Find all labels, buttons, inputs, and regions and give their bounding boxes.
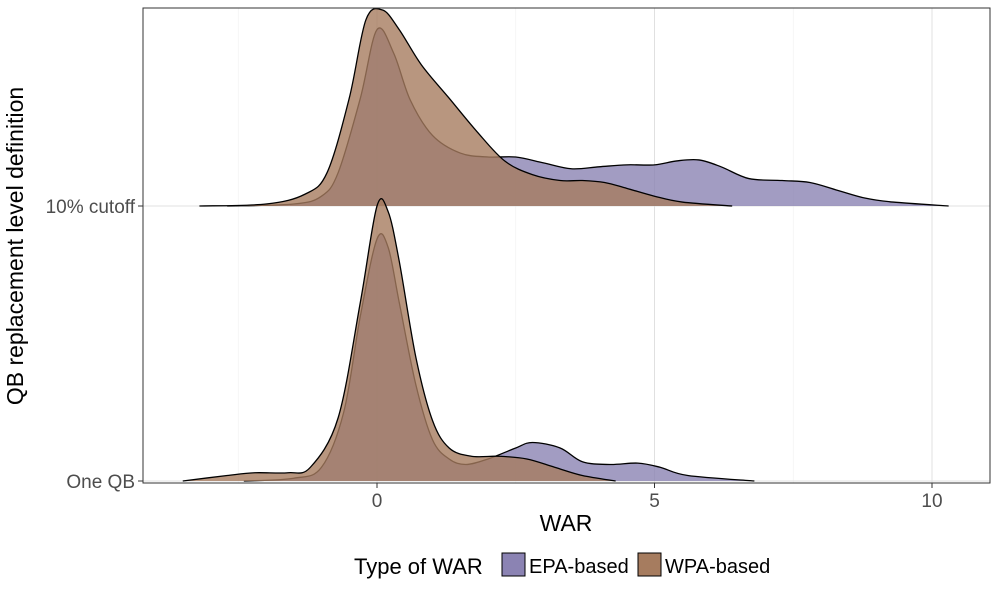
axes: 0 5 10 One QB 10% cutoff xyxy=(46,197,943,512)
x-tick-label: 0 xyxy=(372,491,383,512)
x-tick-label: 10 xyxy=(921,491,942,512)
legend-key-epa xyxy=(501,552,526,577)
density-line-wpa-based-one-qb xyxy=(182,198,616,482)
legend-label-wpa: WPA-based xyxy=(665,556,770,578)
y-tick-label: 10% cutoff xyxy=(46,197,136,218)
legend-key-wpa xyxy=(637,552,662,577)
x-tick-label: 5 xyxy=(649,491,660,512)
legend-title: Type of WAR xyxy=(354,554,483,579)
density-line-wpa-based-10-cutoff xyxy=(199,7,733,207)
density-areas xyxy=(182,7,949,482)
y-tick-label: One QB xyxy=(66,472,135,493)
legend: Type of WAR EPA-based WPA-based xyxy=(354,552,770,579)
density-area-wpa-based-10-cutoff xyxy=(199,8,733,207)
x-axis-title: WAR xyxy=(540,510,593,536)
y-axis-title: QB replacement level definition xyxy=(2,87,28,405)
panel-border xyxy=(142,7,991,484)
panel-background xyxy=(143,8,990,483)
legend-label-epa: EPA-based xyxy=(529,556,629,578)
density-area-wpa-based-one-qb xyxy=(182,198,616,482)
